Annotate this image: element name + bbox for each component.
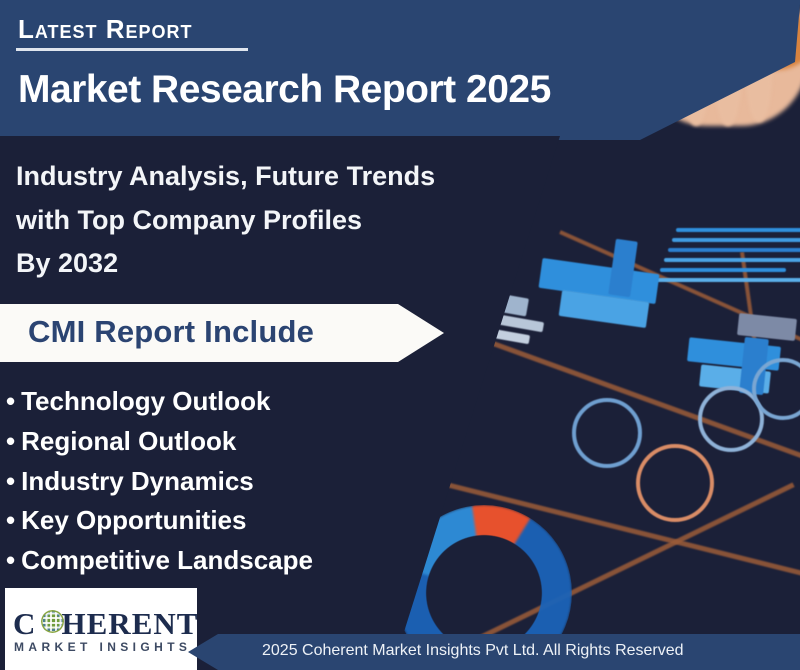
cmi-report-include-banner (0, 304, 444, 362)
page-title: Market Research Report 2025 (18, 68, 551, 111)
eyebrow-label: Latest Report (18, 14, 193, 44)
report-includes-list: • Technology Outlook • Regional Outlook • I… (6, 382, 406, 581)
logo-word-before: C (13, 606, 37, 641)
chart-ring (636, 444, 714, 522)
chart-bar (656, 278, 800, 282)
cmi-report-include-label: CMI Report Include (28, 314, 315, 349)
subtitle-line-2: with Top Company Profiles (16, 204, 363, 235)
list-item: • Industry Dynamics (6, 462, 406, 502)
list-item-label: Technology Outlook (21, 386, 271, 416)
subtitle-line-3: By 2032 (16, 248, 119, 279)
chart-ring (698, 386, 764, 452)
footer-band (188, 634, 800, 670)
globe-icon (41, 610, 64, 633)
list-item: • Competitive Landscape (6, 541, 406, 581)
subtitle-block: Industry Analysis, Future Trends with To… (16, 155, 546, 286)
chart-ring (572, 398, 642, 468)
chart-bar (668, 248, 800, 252)
chart-bar (660, 268, 786, 272)
list-item: • Regional Outlook (6, 422, 406, 462)
list-item-label: Competitive Landscape (21, 545, 313, 576)
chart-bar (676, 228, 800, 232)
bullet-icon: • (6, 505, 16, 536)
list-item: • Technology Outlook (6, 382, 406, 422)
list-item: • Key Opportunities (6, 501, 406, 541)
bullet-icon: • (6, 425, 16, 456)
list-item-label: Key Opportunities (21, 505, 247, 536)
chart-bar (672, 238, 800, 242)
bullet-icon: • (6, 465, 16, 496)
eyebrow-underline (16, 48, 248, 51)
logo-wordmark: COHERENT (13, 608, 198, 639)
logo-tagline: MARKET INSIGHTS (14, 640, 192, 654)
chart-ring (752, 358, 800, 420)
bullet-icon: • (6, 545, 16, 576)
chart-bar (664, 258, 800, 262)
copyright-text: 2025 Coherent Market Insights Pvt Ltd. A… (262, 642, 684, 659)
logo-word-after: HERENT (61, 606, 199, 641)
top-navy-band (0, 0, 800, 140)
list-item-label: Industry Dynamics (21, 465, 254, 496)
list-item-label: Regional Outlook (21, 425, 237, 456)
bullet-icon: • (6, 386, 16, 416)
logo-box (5, 588, 197, 670)
subtitle-line-1: Industry Analysis, Future Trends (16, 161, 436, 191)
